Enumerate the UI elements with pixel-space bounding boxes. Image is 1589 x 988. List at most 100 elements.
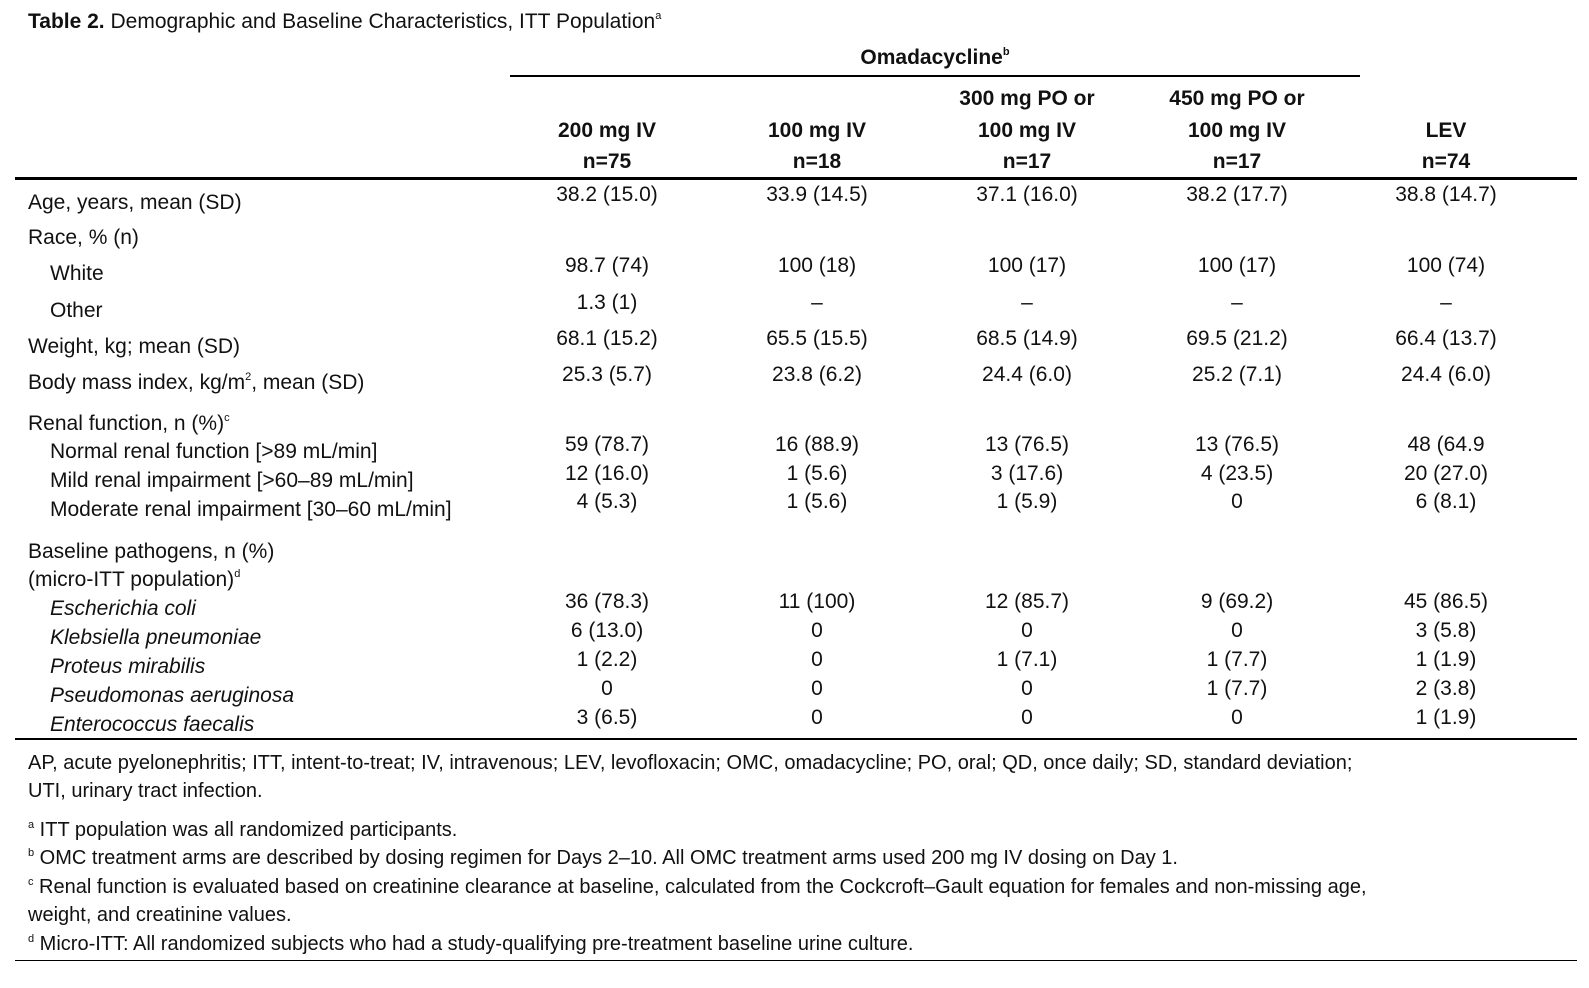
table-cell: 0 <box>811 677 823 700</box>
table-cell: 0 <box>811 648 823 671</box>
table-cell: 68.1 (15.2) <box>556 327 658 350</box>
table-cell: 0 <box>1231 706 1243 729</box>
column-header-line1 <box>712 83 922 115</box>
renal-label-text: Renal function, n (%) <box>28 412 225 435</box>
table-bottom-rule <box>15 738 1577 740</box>
table-cell: 0 <box>601 677 613 700</box>
table-cell: 100 (17) <box>987 254 1067 277</box>
abbreviations-line1: AP, acute pyelonephritis; ITT, intent-to… <box>28 752 1353 774</box>
footnote-c: c Renal function is evaluated based on c… <box>28 876 1367 899</box>
abbreviations-line2: UTI, urinary tract infection. <box>28 780 263 802</box>
column-header-line2: 200 mg IV <box>557 118 657 142</box>
footnote-marker: d <box>28 933 35 945</box>
table-cell: 1 (2.2) <box>576 648 638 671</box>
table-title-text: Demographic and Baseline Characteristics… <box>104 10 656 33</box>
table-number: Table 2. <box>28 10 105 33</box>
table-cell: 1 (7.7) <box>1206 648 1268 671</box>
row-label-bmi: Body mass index, kg/m2, mean (SD) <box>28 371 364 395</box>
table-cell: 1 (5.6) <box>786 462 848 485</box>
table-cell: – <box>811 291 823 314</box>
column-header-line1 <box>502 83 712 115</box>
table-cell: 25.3 (5.7) <box>562 363 652 386</box>
group-header-footnote-marker: b <box>1002 46 1010 58</box>
species-name: Proteus mirabilis <box>50 655 206 678</box>
row-label-age: Age, years, mean (SD) <box>28 191 242 214</box>
table-cell: 65.5 (15.5) <box>766 327 868 350</box>
row-label-efaecalis: Enterococcus faecalis <box>50 713 254 737</box>
table-cell: – <box>1021 291 1033 314</box>
table-cell: 1.3 (1) <box>576 291 638 314</box>
column-header-lev: LEV n=74 <box>1341 83 1551 178</box>
table-cell: 13 (76.5) <box>1194 433 1280 456</box>
table-cell: 45 (86.5) <box>1403 590 1489 613</box>
column-header-n: n=17 <box>1002 150 1052 173</box>
species-name: Pseudomonas aeruginosa <box>50 684 295 707</box>
footnote-text: Renal function is evaluated based on cre… <box>33 876 1367 898</box>
pathogens-footnote-marker: d <box>234 568 241 580</box>
table-cell: 0 <box>1021 706 1033 729</box>
row-label-pmirabilis: Proteus mirabilis <box>50 655 205 679</box>
group-header-text: Omadacycline <box>860 46 1003 69</box>
table-cell: 100 (17) <box>1197 254 1277 277</box>
table-cell: 2 (3.8) <box>1415 677 1477 700</box>
table-cell: 36 (78.3) <box>564 590 650 613</box>
table-cell: 6 (8.1) <box>1415 490 1477 513</box>
group-header-rule <box>510 75 1360 77</box>
row-label-normal-renal: Normal renal function [>89 mL/min] <box>50 440 378 463</box>
table-cell: 98.7 (74) <box>564 254 650 277</box>
table-cell: 0 <box>811 706 823 729</box>
table-cell: 20 (27.0) <box>1403 462 1489 485</box>
table-cell: – <box>1440 291 1452 314</box>
table-cell: 12 (16.0) <box>564 462 650 485</box>
table-cell: 0 <box>1231 619 1243 642</box>
table-cell: 59 (78.7) <box>564 433 650 456</box>
footnote-text: ITT population was all randomized partic… <box>34 819 458 841</box>
table-cell: – <box>1231 291 1243 314</box>
table-cell: 1 (1.9) <box>1415 706 1477 729</box>
footnote-a: a ITT population was all randomized part… <box>28 819 457 842</box>
table-cell: 23.8 (6.2) <box>772 363 862 386</box>
footnote-text: OMC treatment arms are described by dosi… <box>34 847 1178 869</box>
table-cell: 25.2 (7.1) <box>1192 363 1282 386</box>
row-label-moderate-renal: Moderate renal impairment [30–60 mL/min] <box>50 498 452 521</box>
column-header-n: n=75 <box>582 150 632 173</box>
column-header-n: n=74 <box>1421 150 1471 173</box>
row-label-weight: Weight, kg; mean (SD) <box>28 335 241 358</box>
micro-itt-label-text: (micro-ITT population) <box>28 568 235 591</box>
table-cell: 0 <box>1231 490 1243 513</box>
footnote-marker: a <box>28 819 35 831</box>
footnote-marker: b <box>28 847 35 859</box>
table-cell: 1 (1.9) <box>1415 648 1477 671</box>
bmi-label-exponent: 2 <box>245 371 252 383</box>
column-header-100mg-iv: 100 mg IV n=18 <box>712 83 922 178</box>
footnote-c-continued: weight, and creatinine values. <box>28 904 292 926</box>
table-cell: 24.4 (6.0) <box>982 363 1072 386</box>
bmi-label-text: Body mass index, kg/m <box>28 371 246 394</box>
table-cell: 33.9 (14.5) <box>766 183 868 206</box>
table-cell: 37.1 (16.0) <box>976 183 1078 206</box>
table-cell: 16 (88.9) <box>774 433 860 456</box>
column-header-line2: LEV <box>1425 118 1467 142</box>
table-cell: 24.4 (6.0) <box>1401 363 1491 386</box>
footnote-b: b OMC treatment arms are described by do… <box>28 847 1178 870</box>
row-label-paeruginosa: Pseudomonas aeruginosa <box>50 684 294 708</box>
column-header-n: n=17 <box>1212 150 1262 173</box>
column-header-n: n=18 <box>792 150 842 173</box>
column-header-200mg-iv: 200 mg IV n=75 <box>502 83 712 178</box>
table-cell: 100 (74) <box>1406 254 1486 277</box>
footnote-text: Micro-ITT: All randomized subjects who h… <box>34 933 914 955</box>
row-label-baseline-pathogens: Baseline pathogens, n (%) <box>28 540 275 563</box>
table-cell: 38.2 (15.0) <box>556 183 658 206</box>
table-cell: 9 (69.2) <box>1200 590 1274 613</box>
table-cell: 6 (13.0) <box>570 619 644 642</box>
column-header-450mg-po: 450 mg PO or 100 mg IV n=17 <box>1132 83 1342 178</box>
table-cell: 3 (6.5) <box>576 706 638 729</box>
table-cell: 3 (17.6) <box>990 462 1064 485</box>
footnote-marker: c <box>28 876 34 888</box>
table-title: Table 2. Demographic and Baseline Charac… <box>28 10 661 34</box>
column-header-line2: 100 mg IV <box>977 118 1077 142</box>
table-cell: 4 (23.5) <box>1200 462 1274 485</box>
table-cell: 38.8 (14.7) <box>1395 183 1497 206</box>
column-header-line1: 300 mg PO or <box>959 87 1095 110</box>
